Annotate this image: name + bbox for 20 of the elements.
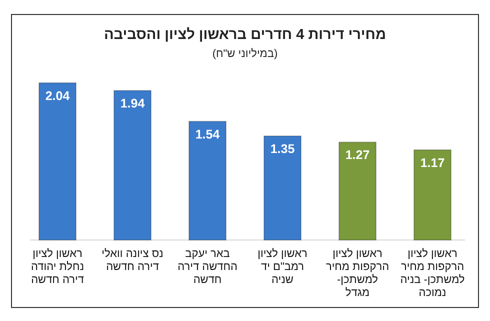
bar	[414, 149, 452, 240]
x-tick-label: באר יעקב החדשה דירה חדשה	[176, 248, 238, 287]
bar	[38, 82, 76, 240]
bar	[188, 120, 226, 240]
x-tick-label: ראשון לציון רמב"ם יד שניה	[256, 248, 308, 287]
data-label: 1.54	[195, 127, 220, 142]
chart-title: מחירי דירות 4 חדרים בראשון לציון והסביבה	[103, 27, 387, 43]
data-label: 1.35	[270, 142, 295, 156]
bar	[264, 136, 302, 240]
data-label: 2.04	[45, 88, 70, 103]
bar	[114, 90, 152, 240]
chart-subtitle: (במיליוני ש"ח)	[211, 48, 279, 60]
data-label: 1.94	[120, 96, 145, 111]
data-label: 1.27	[345, 148, 370, 162]
data-label: 1.17	[420, 156, 445, 170]
x-tick-label: ראשון לציון הרקפות מחיר למשתכן- מגדל	[324, 248, 390, 300]
x-tick-label: נס ציונה וואלי דירה חדשה	[100, 248, 164, 274]
x-tick-label: ראשון לציון הרקפות מחיר למשתכן- בניה נמוכה	[399, 248, 466, 300]
x-tick-label: ראשון לציון נחלת יהודה דירה חדשה	[30, 248, 85, 287]
bar	[338, 142, 376, 240]
